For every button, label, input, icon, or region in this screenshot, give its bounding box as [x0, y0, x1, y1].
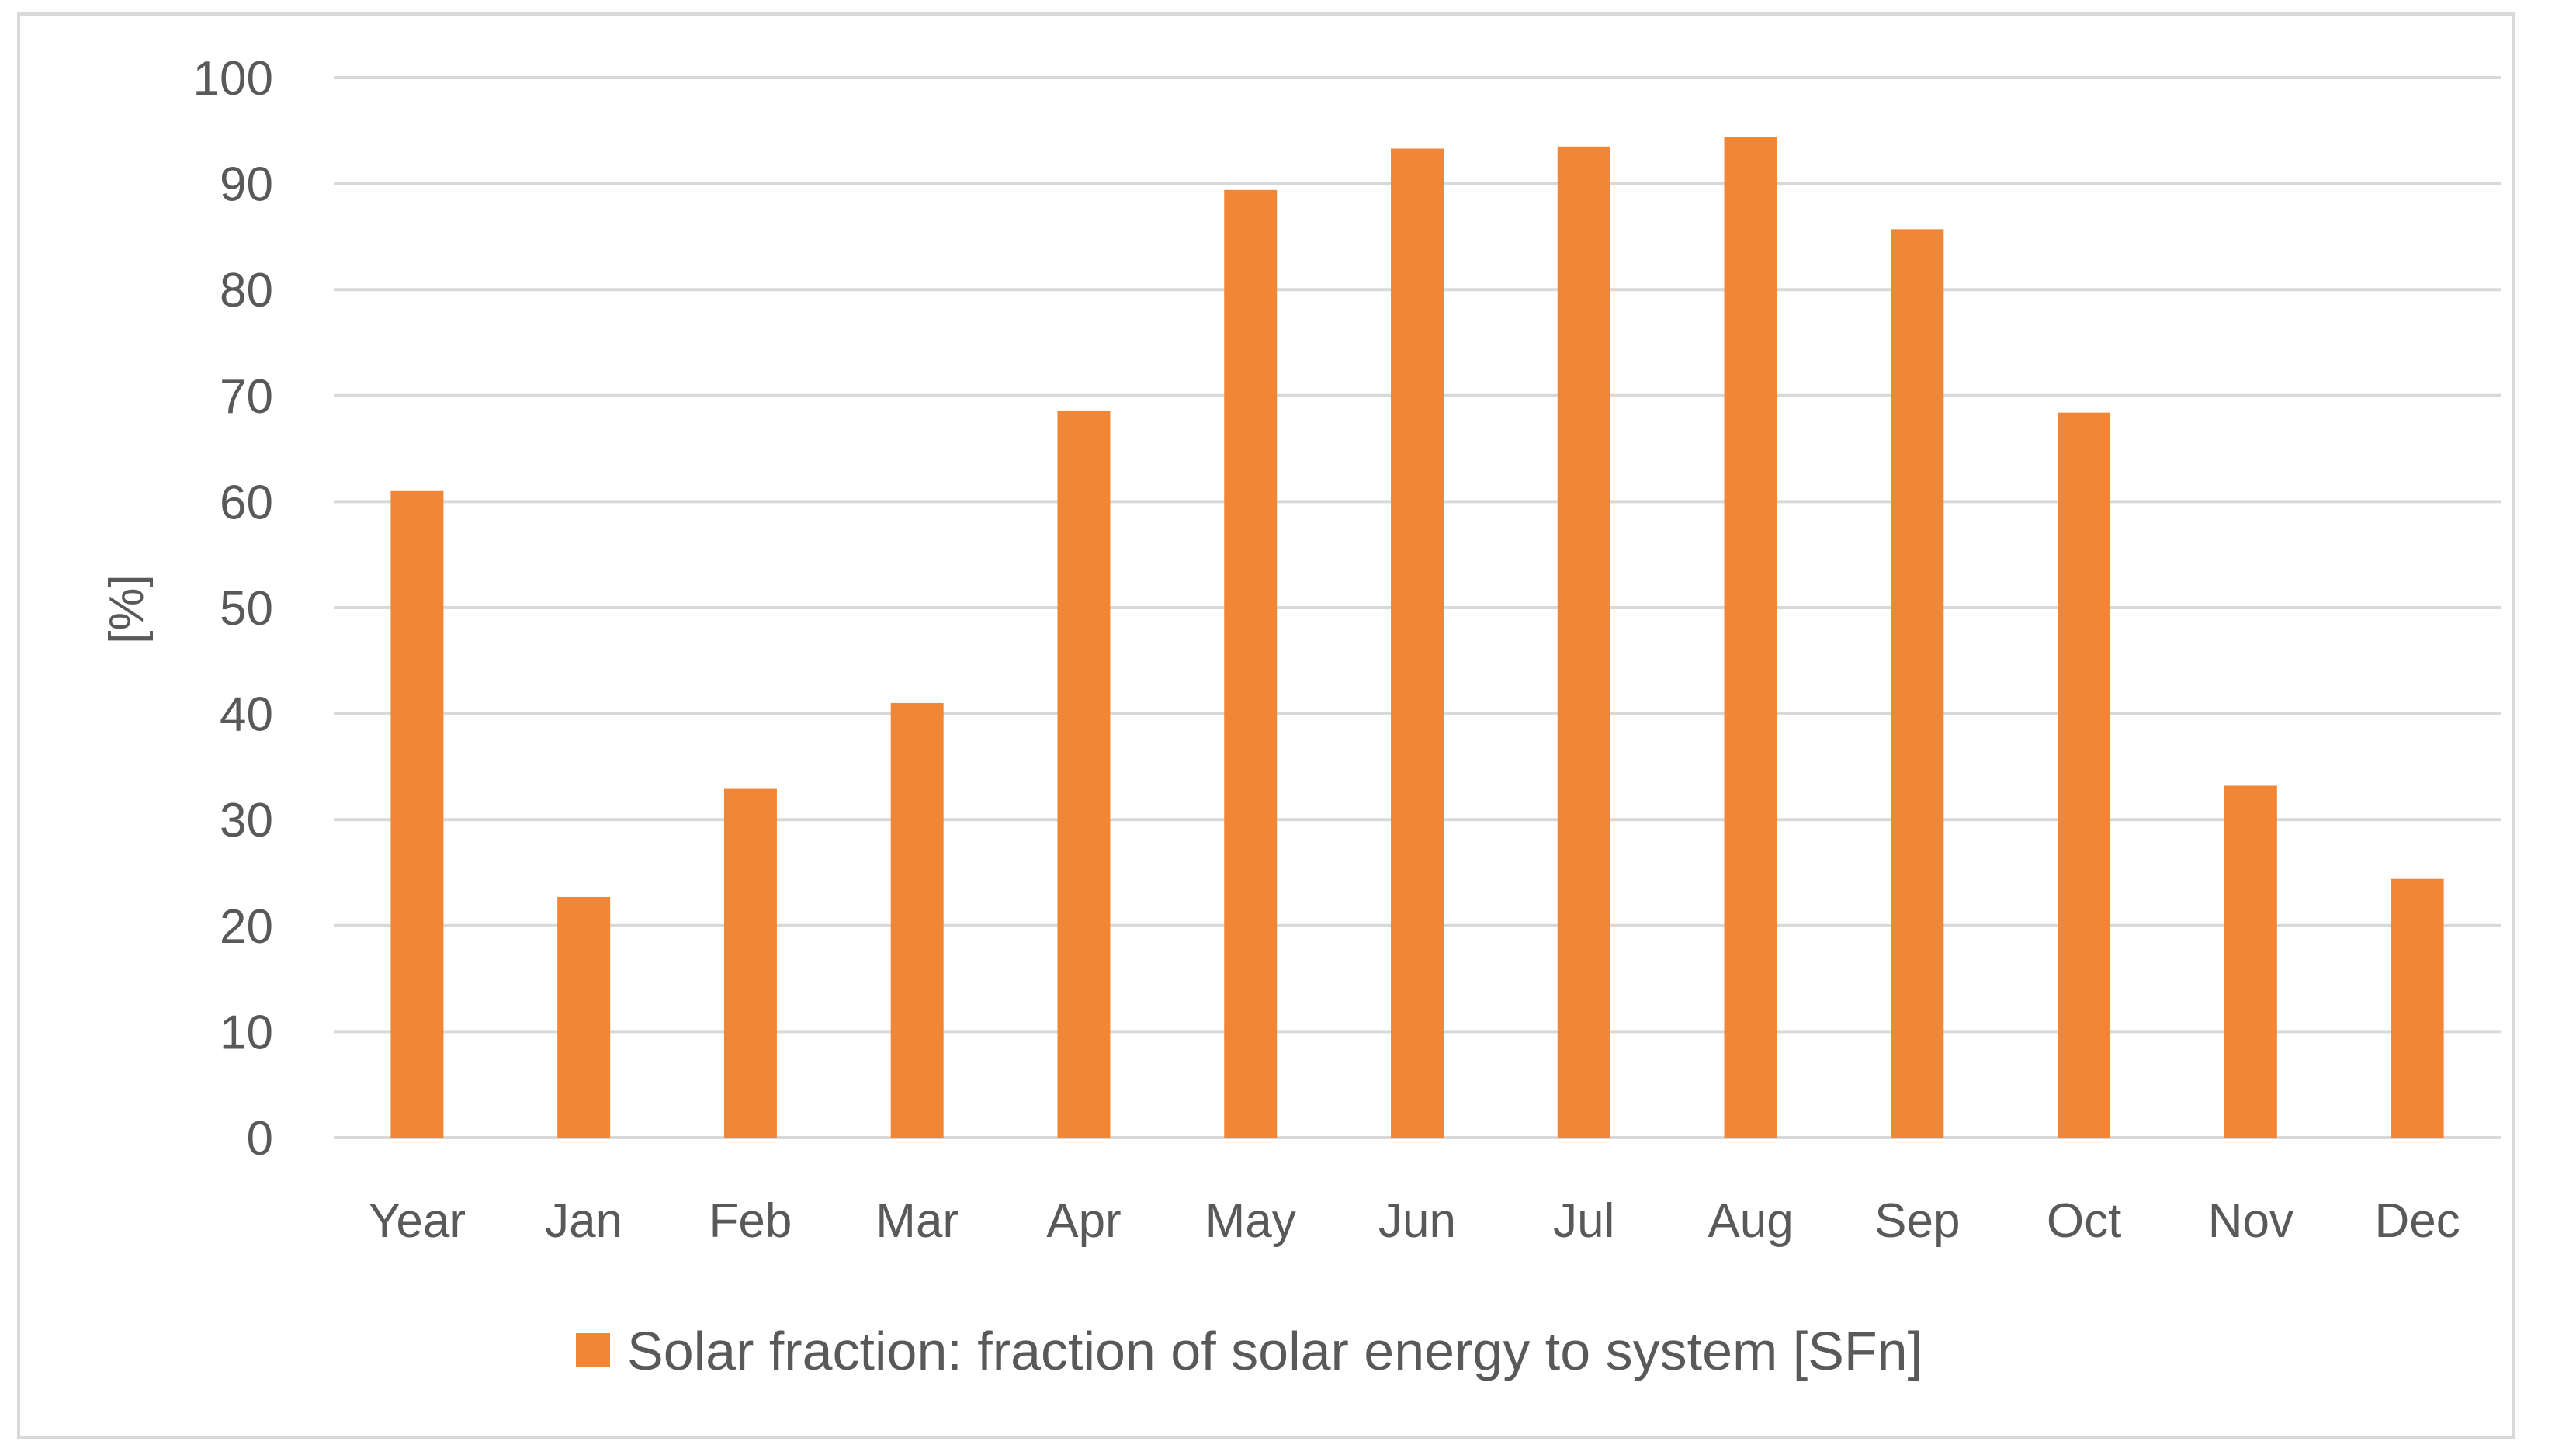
y-tick-label: 90 — [220, 158, 273, 212]
legend-swatch — [576, 1333, 610, 1367]
x-tick-label: Oct — [2047, 1194, 2121, 1248]
x-tick-label: Feb — [709, 1194, 792, 1248]
y-tick-label: 0 — [247, 1112, 273, 1166]
y-tick-label: 60 — [220, 476, 273, 529]
bars — [390, 137, 2444, 1138]
y-tick-label: 10 — [220, 1006, 273, 1059]
x-tick-label: Jun — [1378, 1194, 1456, 1248]
x-tick-label: Dec — [2374, 1194, 2460, 1248]
y-tick-label: 40 — [220, 688, 273, 742]
x-tick-label: Year — [369, 1194, 466, 1248]
x-axis-ticks: Year Jan Feb Mar Apr May Jun Jul Aug Sep Oct Nov Dec — [369, 1194, 2460, 1248]
y-tick-label: 30 — [220, 794, 273, 847]
y-tick-label: 20 — [220, 900, 273, 954]
y-tick-label: 80 — [220, 264, 273, 317]
x-tick-label: Jan — [545, 1194, 622, 1248]
x-tick-label: Nov — [2208, 1194, 2293, 1248]
x-tick-label: Aug — [1708, 1194, 1793, 1248]
bar-oct — [2058, 412, 2111, 1138]
bar-aug — [1724, 137, 1777, 1138]
bar-jan — [557, 896, 611, 1138]
x-tick-label: Sep — [1874, 1194, 1960, 1248]
x-tick-label: Apr — [1046, 1194, 1121, 1248]
bar-nov — [2224, 785, 2277, 1138]
bar-year — [390, 490, 444, 1138]
legend: Solar fraction: fraction of solar energy… — [576, 1321, 1922, 1381]
legend-label: Solar fraction: fraction of solar energy… — [627, 1321, 1922, 1381]
bar-feb — [723, 788, 777, 1138]
bar-dec — [2391, 878, 2444, 1138]
y-tick-label: 100 — [193, 52, 273, 106]
bar-jun — [1391, 148, 1444, 1138]
bar-jul — [1557, 146, 1610, 1138]
y-axis-title: [%] — [100, 574, 154, 644]
bar-sep — [1891, 229, 1944, 1138]
x-tick-label: May — [1205, 1194, 1296, 1248]
x-tick-label: Mar — [875, 1194, 959, 1248]
y-axis-ticks: 0 10 20 30 40 50 60 70 80 90 100 — [193, 52, 273, 1166]
x-tick-label: Jul — [1553, 1194, 1614, 1248]
y-tick-label: 50 — [220, 582, 273, 636]
y-tick-label: 70 — [220, 370, 273, 424]
bar-may — [1224, 189, 1278, 1138]
bar-mar — [890, 702, 944, 1138]
bar-apr — [1057, 410, 1111, 1138]
